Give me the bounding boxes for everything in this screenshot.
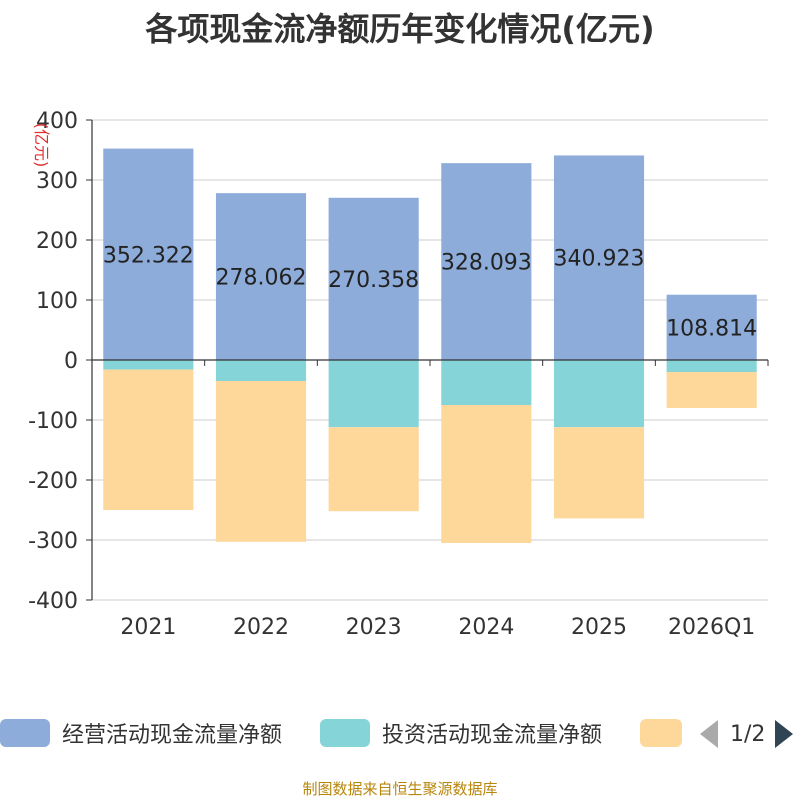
data-label: 270.358: [328, 268, 419, 293]
legend-next-icon[interactable]: [775, 720, 794, 748]
x-tick-label: 2023: [346, 615, 402, 640]
data-label: 340.923: [554, 247, 645, 272]
bar-investing-2024: [441, 360, 532, 405]
legend-pager: 1/2: [700, 718, 794, 750]
x-tick-label: 2026Q1: [668, 615, 755, 640]
data-label: 328.093: [441, 251, 532, 276]
bar-investing-2022: [215, 360, 307, 381]
bar-investing-2026Q1: [666, 360, 757, 372]
bar-financing-2021: [103, 369, 194, 510]
bar-operating-2026Q1: [666, 294, 757, 360]
data-label: 278.062: [216, 266, 307, 291]
y-tick-label: -300: [28, 529, 78, 554]
y-tick-label: -100: [28, 409, 78, 434]
legend: 经营活动现金流量净额 投资活动现金流量净额 1/2: [0, 712, 800, 756]
bar-financing-2022: [215, 381, 307, 542]
data-label: 108.814: [666, 316, 757, 341]
legend-item-operating[interactable]: 经营活动现金流量净额: [0, 718, 282, 748]
x-tick-label: 2024: [458, 615, 514, 640]
legend-page-indicator: 1/2: [730, 721, 766, 747]
bar-operating-2023: [328, 197, 419, 360]
y-tick-label: 300: [36, 169, 78, 194]
axes: 400 300 200 100 0 -100 -200 -300 -400 2021 2022 202…: [28, 109, 769, 640]
bar-operating-2021: [103, 148, 194, 360]
grid-lines: [92, 119, 768, 601]
y-tick-label: -400: [28, 589, 78, 614]
data-label: 352.322: [103, 243, 194, 268]
x-tick-label: 2025: [571, 615, 627, 640]
bar-operating-2024: [441, 163, 532, 360]
chart-title: 各项现金流净额历年变化情况(亿元): [145, 10, 655, 48]
y-tick-label: -200: [28, 469, 78, 494]
legend-swatch-investing: [320, 719, 370, 747]
data-labels: 352.322 278.062 270.358 328.093 340.923 108.8…: [103, 243, 757, 341]
legend-swatch-operating: [0, 719, 50, 747]
bar-financing-2023: [328, 427, 419, 512]
y-axis-label: (亿元): [32, 123, 51, 168]
bars: [103, 148, 757, 543]
bar-investing-2023: [328, 360, 419, 428]
bar-operating-2022: [215, 193, 307, 360]
bar-financing-2025: [553, 427, 645, 519]
legend-swatch-financing: [640, 719, 682, 747]
x-tick-label: 2021: [120, 615, 176, 640]
bar-investing-2021: [103, 360, 194, 370]
legend-item-financing[interactable]: [640, 718, 682, 748]
data-source-note: 制图数据来自恒生聚源数据库: [302, 780, 498, 798]
y-tick-label: 0: [64, 349, 78, 374]
bar-investing-2025: [553, 360, 645, 428]
y-tick-label: 100: [36, 289, 78, 314]
bar-chart: 400 300 200 100 0 -100 -200 -300 -400 2021 2022 202…: [28, 109, 769, 640]
legend-prev-icon[interactable]: [700, 720, 718, 748]
y-tick-label: 200: [36, 229, 78, 254]
legend-label-operating: 经营活动现金流量净额: [62, 723, 283, 748]
legend-item-investing[interactable]: 投资活动现金流量净额: [320, 718, 602, 748]
y-tick-label: 400: [36, 109, 78, 134]
x-tick-label: 2022: [233, 615, 289, 640]
bar-operating-2025: [553, 155, 645, 360]
bar-financing-2024: [441, 405, 532, 543]
legend-label-investing: 投资活动现金流量净额: [382, 723, 603, 748]
bar-financing-2026Q1: [666, 372, 757, 408]
